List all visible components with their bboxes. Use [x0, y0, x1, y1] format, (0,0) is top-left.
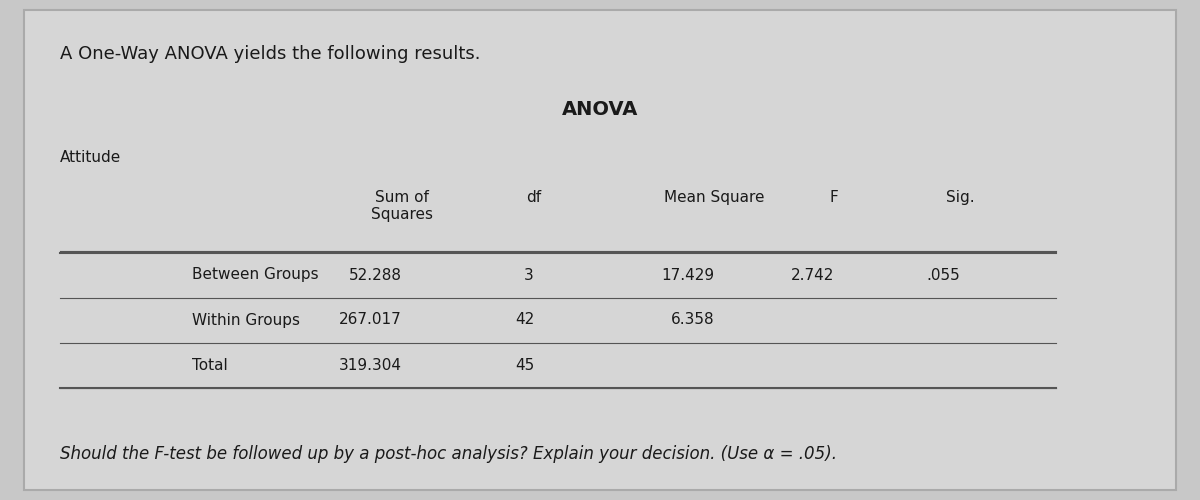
Text: 319.304: 319.304: [340, 358, 402, 372]
FancyBboxPatch shape: [60, 252, 1056, 298]
Text: 52.288: 52.288: [349, 268, 402, 282]
Text: ANOVA: ANOVA: [562, 100, 638, 119]
Text: A One-Way ANOVA yields the following results.: A One-Way ANOVA yields the following res…: [60, 45, 480, 63]
Text: Sum of
Squares: Sum of Squares: [371, 190, 433, 222]
Text: df: df: [527, 190, 541, 205]
Text: Within Groups: Within Groups: [192, 312, 300, 328]
Text: 45: 45: [515, 358, 534, 372]
Text: F: F: [829, 190, 839, 205]
Text: 2.742: 2.742: [791, 268, 834, 282]
Text: 3: 3: [524, 268, 534, 282]
Text: Between Groups: Between Groups: [192, 268, 319, 282]
Text: Should the F-test be followed up by a post-hoc analysis? Explain your decision. : Should the F-test be followed up by a po…: [60, 445, 838, 463]
FancyBboxPatch shape: [60, 342, 1056, 388]
Text: 267.017: 267.017: [340, 312, 402, 328]
Text: Attitude: Attitude: [60, 150, 121, 165]
Text: Mean Square: Mean Square: [664, 190, 764, 205]
Text: Total: Total: [192, 358, 228, 372]
FancyBboxPatch shape: [60, 298, 1056, 343]
Text: 6.358: 6.358: [671, 312, 714, 328]
FancyBboxPatch shape: [24, 10, 1176, 490]
Text: Sig.: Sig.: [946, 190, 974, 205]
Text: 17.429: 17.429: [661, 268, 714, 282]
Text: 42: 42: [515, 312, 534, 328]
Text: .055: .055: [926, 268, 960, 282]
